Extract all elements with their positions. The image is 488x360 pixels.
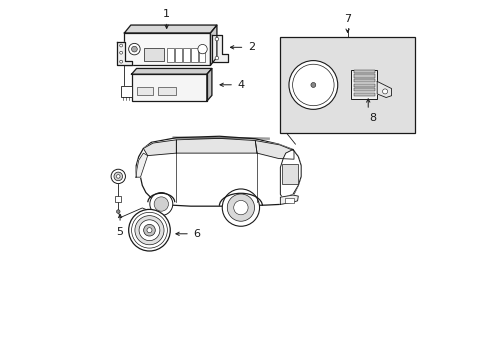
Circle shape bbox=[222, 189, 259, 226]
Circle shape bbox=[135, 216, 163, 245]
Text: 8: 8 bbox=[368, 113, 376, 123]
Bar bbox=[353, 79, 374, 82]
Bar bbox=[191, 48, 197, 62]
Circle shape bbox=[143, 224, 155, 236]
Circle shape bbox=[310, 82, 315, 87]
Polygon shape bbox=[280, 149, 301, 197]
Bar bbox=[199, 48, 205, 62]
Circle shape bbox=[198, 44, 207, 54]
Polygon shape bbox=[206, 68, 211, 101]
Bar bbox=[353, 84, 374, 87]
Bar bbox=[284, 198, 293, 203]
Bar bbox=[353, 70, 374, 73]
Circle shape bbox=[299, 72, 326, 98]
Polygon shape bbox=[255, 140, 293, 159]
Polygon shape bbox=[131, 68, 211, 74]
Circle shape bbox=[128, 210, 170, 251]
Bar bbox=[353, 88, 374, 91]
Text: 4: 4 bbox=[237, 80, 244, 90]
Polygon shape bbox=[280, 195, 298, 204]
Circle shape bbox=[288, 60, 337, 109]
Polygon shape bbox=[176, 138, 257, 153]
Circle shape bbox=[227, 194, 254, 221]
Text: 3: 3 bbox=[124, 87, 131, 98]
Bar bbox=[131, 74, 206, 101]
Circle shape bbox=[120, 44, 122, 47]
Circle shape bbox=[114, 172, 122, 181]
Circle shape bbox=[139, 220, 160, 240]
Bar bbox=[353, 93, 374, 96]
Polygon shape bbox=[124, 25, 217, 33]
Bar bbox=[115, 196, 121, 202]
Text: 1: 1 bbox=[163, 9, 170, 19]
Bar bbox=[121, 86, 132, 97]
Circle shape bbox=[215, 56, 218, 60]
Circle shape bbox=[382, 89, 387, 94]
Polygon shape bbox=[211, 35, 227, 62]
Bar bbox=[183, 48, 189, 62]
Circle shape bbox=[296, 68, 330, 102]
Bar bbox=[124, 33, 210, 65]
Circle shape bbox=[116, 210, 120, 213]
Circle shape bbox=[149, 193, 172, 216]
Polygon shape bbox=[376, 81, 391, 98]
Circle shape bbox=[147, 228, 152, 233]
Text: 6: 6 bbox=[192, 229, 200, 239]
Circle shape bbox=[307, 80, 318, 90]
Circle shape bbox=[116, 175, 120, 178]
Bar bbox=[158, 87, 175, 95]
Text: 5: 5 bbox=[116, 226, 123, 237]
Circle shape bbox=[120, 51, 122, 54]
Polygon shape bbox=[117, 42, 131, 65]
Circle shape bbox=[131, 46, 137, 52]
Circle shape bbox=[303, 75, 323, 95]
Bar bbox=[144, 48, 163, 61]
Bar bbox=[351, 71, 376, 99]
Circle shape bbox=[120, 60, 122, 63]
Circle shape bbox=[128, 43, 140, 55]
Circle shape bbox=[111, 169, 125, 184]
Bar bbox=[280, 37, 414, 134]
Text: 2: 2 bbox=[247, 42, 255, 52]
Circle shape bbox=[154, 197, 168, 211]
Bar bbox=[167, 48, 174, 62]
Bar bbox=[282, 164, 298, 184]
Bar bbox=[175, 48, 182, 62]
Bar bbox=[137, 87, 153, 95]
Circle shape bbox=[233, 201, 247, 215]
Polygon shape bbox=[136, 153, 147, 177]
Circle shape bbox=[215, 37, 218, 41]
Circle shape bbox=[131, 212, 167, 248]
Circle shape bbox=[292, 64, 333, 106]
Bar bbox=[353, 75, 374, 78]
Polygon shape bbox=[143, 140, 176, 156]
Text: 7: 7 bbox=[344, 14, 350, 24]
Polygon shape bbox=[210, 25, 217, 65]
